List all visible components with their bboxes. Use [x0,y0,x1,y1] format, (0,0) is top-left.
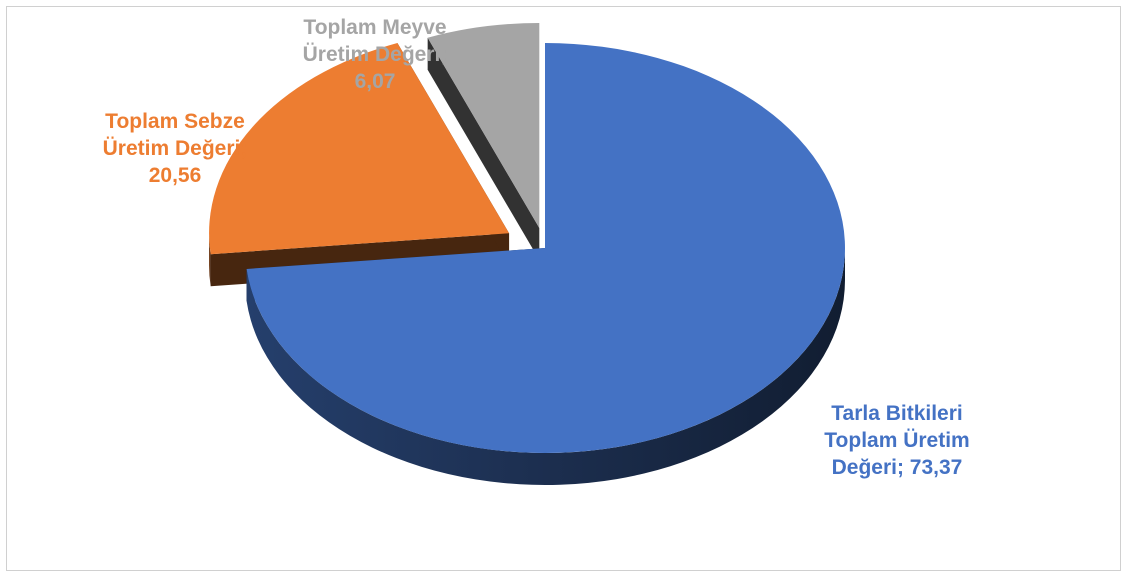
data-label-tarla-line2: Toplam Üretim [824,429,970,452]
data-label-sebze-line1: Toplam Sebze [105,110,245,133]
pie-slice-2 [427,22,540,260]
data-label-tarla-line1: Tarla Bitkileri [831,402,963,425]
pie-slice-0-side-0 [246,248,846,486]
pie-slice-1-side-0 [209,233,211,287]
data-label-sebze-line3: 20,56 [148,164,202,187]
data-label-meyve-line3: 6,07 [354,70,396,93]
data-label-sebze: Toplam Sebze Üretim Değeri; 20,56 [70,108,280,189]
data-label-meyve-line2: Üretim Değeri; [302,43,448,66]
data-label-tarla: Tarla Bitkileri Toplam Üretim Değeri; 73… [792,400,1002,481]
data-label-sebze-line2: Üretim Değeri; [102,137,248,160]
pie-slice-0-top [246,43,846,453]
data-label-tarla-line3: Değeri; 73,37 [831,456,963,479]
pie-slice-2-top [427,22,540,228]
data-label-meyve-line1: Toplam Meyve [303,16,447,39]
pie-slice-0 [246,43,846,486]
pie-slice-2-wall-0 [427,37,540,260]
pie-slice-1-top [209,42,510,255]
data-label-meyve: Toplam Meyve Üretim Değeri; 6,07 [270,14,480,95]
